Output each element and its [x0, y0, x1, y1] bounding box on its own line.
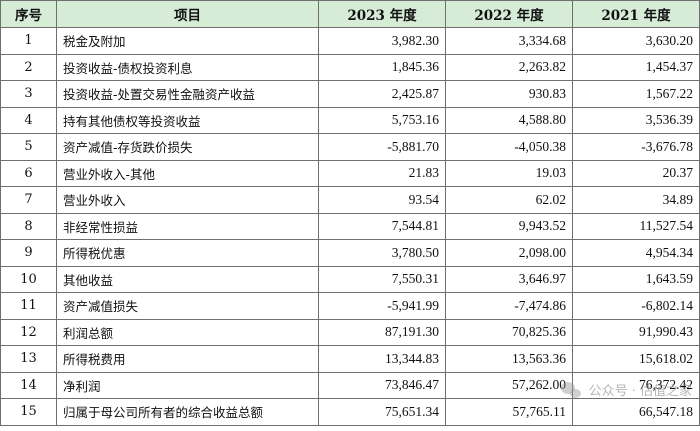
cell-2022: 19.03 — [445, 159, 573, 187]
cell-2023: -5,881.70 — [318, 133, 446, 161]
cell-2023: 2,425.87 — [318, 80, 446, 108]
cell-2022: 2,098.00 — [445, 239, 573, 267]
cell-2023: 1,845.36 — [318, 53, 446, 81]
cell-seq: 2 — [0, 53, 57, 81]
cell-seq: 6 — [0, 159, 57, 187]
cell-2022: 57,765.11 — [445, 398, 573, 426]
cell-2023: 75,651.34 — [318, 398, 446, 426]
cell-2022: 70,825.36 — [445, 318, 573, 346]
cell-2023: 21.83 — [318, 159, 446, 187]
cell-item: 营业外收入 — [56, 186, 319, 214]
cell-2023: 7,550.31 — [318, 265, 446, 293]
table-row: 2 投资收益-债权投资利息 1,845.36 2,263.82 1,454.37 — [0, 53, 700, 81]
table-row: 4 持有其他债权等投资收益 5,753.16 4,588.80 3,536.39 — [0, 106, 700, 134]
cell-seq: 15 — [0, 398, 57, 426]
cell-2021: 20.37 — [572, 159, 700, 187]
cell-seq: 9 — [0, 239, 57, 267]
cell-seq: 7 — [0, 186, 57, 214]
cell-seq: 14 — [0, 371, 57, 399]
cell-2021: 66,547.18 — [572, 398, 700, 426]
table-row: 9 所得税优惠 3,780.50 2,098.00 4,954.34 — [0, 239, 700, 267]
cell-seq: 10 — [0, 265, 57, 293]
cell-item: 持有其他债权等投资收益 — [56, 106, 319, 134]
cell-2021: 3,630.20 — [572, 27, 700, 55]
cell-2023: 13,344.83 — [318, 345, 446, 373]
cell-2023: 7,544.81 — [318, 212, 446, 240]
table-row: 8 非经常性损益 7,544.81 9,943.52 11,527.54 — [0, 212, 700, 240]
header-row: 序号 项目 2023 年度 2022 年度 2021 年度 — [0, 0, 700, 28]
cell-2021: -3,676.78 — [572, 133, 700, 161]
cell-2022: 2,263.82 — [445, 53, 573, 81]
cell-item: 非经常性损益 — [56, 212, 319, 240]
cell-2021: 11,527.54 — [572, 212, 700, 240]
table-row: 7 营业外收入 93.54 62.02 34.89 — [0, 186, 700, 214]
cell-2022: -4,050.38 — [445, 133, 573, 161]
cell-item: 投资收益-处置交易性金融资产收益 — [56, 80, 319, 108]
cell-2023: 3,780.50 — [318, 239, 446, 267]
cell-item: 资产减值损失 — [56, 292, 319, 320]
cell-2021: 1,454.37 — [572, 53, 700, 81]
cell-seq: 3 — [0, 80, 57, 108]
cell-2023: 73,846.47 — [318, 371, 446, 399]
table-row: 5 资产减值-存货跌价损失 -5,881.70 -4,050.38 -3,676.78 — [0, 133, 700, 161]
cell-2021: 4,954.34 — [572, 239, 700, 267]
table-row: 1 税金及附加 3,982.30 3,334.68 3,630.20 — [0, 27, 700, 55]
cell-2023: 5,753.16 — [318, 106, 446, 134]
cell-2022: 4,588.80 — [445, 106, 573, 134]
header-2023: 2023 年度 — [318, 0, 446, 28]
cell-2021: 3,536.39 — [572, 106, 700, 134]
cell-seq: 11 — [0, 292, 57, 320]
cell-2021: -6,802.14 — [572, 292, 700, 320]
cell-item: 营业外收入-其他 — [56, 159, 319, 187]
cell-item: 净利润 — [56, 371, 319, 399]
cell-2023: 3,982.30 — [318, 27, 446, 55]
table-row: 11 资产减值损失 -5,941.99 -7,474.86 -6,802.14 — [0, 292, 700, 320]
header-2022: 2022 年度 — [445, 0, 573, 28]
cell-2023: -5,941.99 — [318, 292, 446, 320]
cell-2022: 62.02 — [445, 186, 573, 214]
cell-2021: 34.89 — [572, 186, 700, 214]
table-body: 1 税金及附加 3,982.30 3,334.68 3,630.20 2 投资收益-债权投资… — [0, 27, 700, 426]
table-row: 14 净利润 73,846.47 57,262.00 76,372.42 — [0, 371, 700, 399]
header-item: 项目 — [56, 0, 319, 28]
cell-2022: 930.83 — [445, 80, 573, 108]
table-row: 12 利润总额 87,191.30 70,825.36 91,990.43 — [0, 318, 700, 346]
table-row: 10 其他收益 7,550.31 3,646.97 1,643.59 — [0, 265, 700, 293]
cell-2021: 1,643.59 — [572, 265, 700, 293]
cell-seq: 13 — [0, 345, 57, 373]
cell-item: 资产减值-存货跌价损失 — [56, 133, 319, 161]
cell-seq: 12 — [0, 318, 57, 346]
cell-item: 所得税优惠 — [56, 239, 319, 267]
cell-item: 归属于母公司所有者的综合收益总额 — [56, 398, 319, 426]
table-row: 15 归属于母公司所有者的综合收益总额 75,651.34 57,765.11 66,5… — [0, 398, 700, 426]
cell-2022: 9,943.52 — [445, 212, 573, 240]
cell-item: 所得税费用 — [56, 345, 319, 373]
cell-item: 税金及附加 — [56, 27, 319, 55]
header-seq: 序号 — [0, 0, 57, 28]
cell-2023: 93.54 — [318, 186, 446, 214]
cell-item: 其他收益 — [56, 265, 319, 293]
cell-2022: 3,334.68 — [445, 27, 573, 55]
cell-item: 投资收益-债权投资利息 — [56, 53, 319, 81]
table-row: 13 所得税费用 13,344.83 13,563.36 15,618.02 — [0, 345, 700, 373]
cell-2022: 57,262.00 — [445, 371, 573, 399]
cell-2023: 87,191.30 — [318, 318, 446, 346]
header-2021: 2021 年度 — [572, 0, 700, 28]
table-row: 3 投资收益-处置交易性金融资产收益 2,425.87 930.83 1,567.22 — [0, 80, 700, 108]
cell-2021: 1,567.22 — [572, 80, 700, 108]
cell-2021: 76,372.42 — [572, 371, 700, 399]
cell-2021: 15,618.02 — [572, 345, 700, 373]
cell-seq: 8 — [0, 212, 57, 240]
cell-seq: 5 — [0, 133, 57, 161]
cell-2021: 91,990.43 — [572, 318, 700, 346]
cell-seq: 4 — [0, 106, 57, 134]
cell-2022: -7,474.86 — [445, 292, 573, 320]
table-row: 6 营业外收入-其他 21.83 19.03 20.37 — [0, 159, 700, 187]
cell-2022: 3,646.97 — [445, 265, 573, 293]
cell-2022: 13,563.36 — [445, 345, 573, 373]
cell-item: 利润总额 — [56, 318, 319, 346]
cell-seq: 1 — [0, 27, 57, 55]
